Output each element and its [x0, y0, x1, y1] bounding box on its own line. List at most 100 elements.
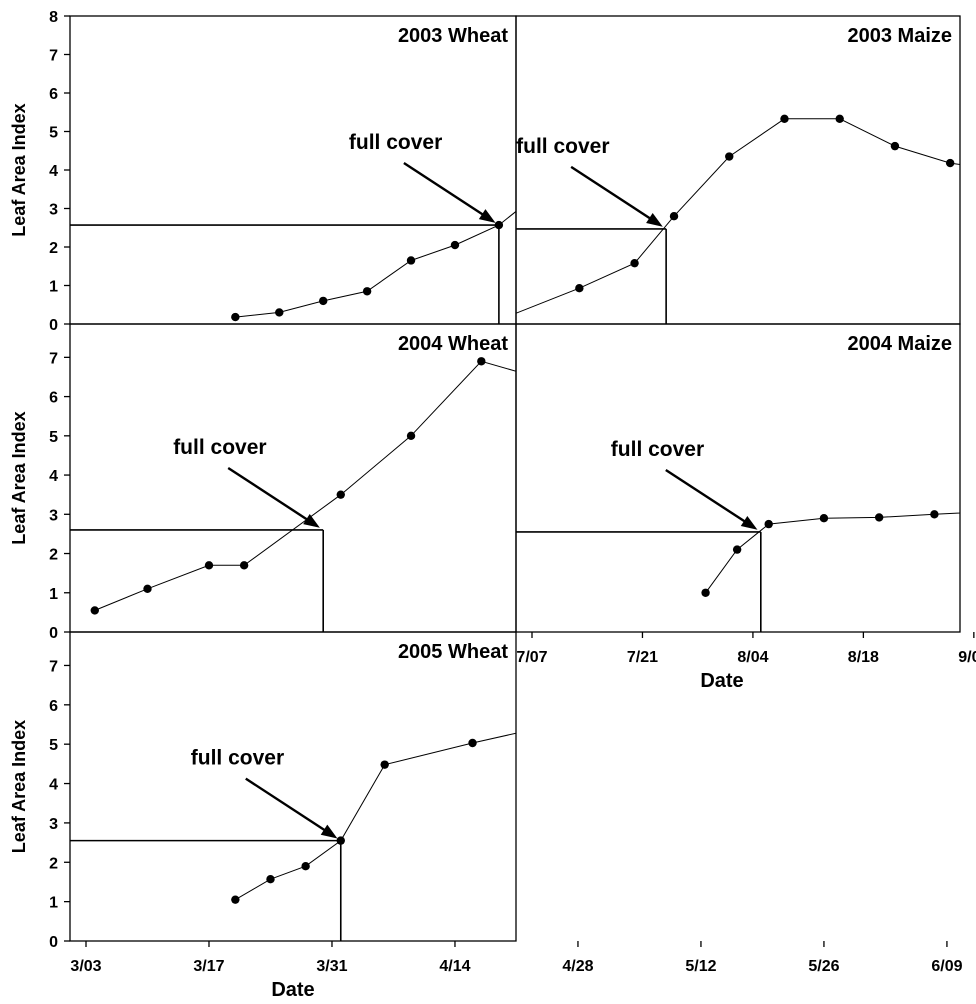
- x-tick-label: 3/17: [193, 958, 224, 975]
- y-tick-label: 5: [49, 429, 58, 446]
- x-tick-label: 9/01: [958, 649, 976, 666]
- data-point: [630, 258, 639, 268]
- data-point: [496, 315, 504, 323]
- data-point: [477, 357, 486, 366]
- panel-wheat2003: 2003 Wheat 0 1 2 3 4 5 6 7 8 Leaf Area Index full c…: [9, 9, 898, 334]
- x-axis-label: Date: [700, 670, 743, 692]
- data-point: [336, 490, 345, 499]
- data-point: [600, 412, 608, 420]
- panel-frame: [515, 323, 961, 633]
- y-tick-label: 5: [49, 737, 58, 754]
- y-tick-label: 0: [49, 625, 58, 642]
- full-cover-annotation: full cover: [349, 131, 442, 154]
- panel-frame: [69, 15, 517, 325]
- arrow-head: [646, 212, 663, 227]
- data-point: [701, 588, 710, 597]
- y-tick-label: 2: [49, 240, 58, 257]
- y-axis-label: Leaf Area Index: [9, 411, 29, 544]
- data-point: [890, 286, 898, 294]
- y-tick-label: 2: [49, 547, 58, 564]
- y-tick-label: 1: [49, 586, 58, 603]
- panel-title: 2003 Wheat: [398, 25, 508, 47]
- panel-frame: [69, 631, 517, 942]
- x-axis-label: Date: [271, 979, 314, 1001]
- y-tick-label: 0: [49, 934, 58, 951]
- data-point: [336, 836, 345, 845]
- series-line: [94, 360, 516, 611]
- y-tick-label: 1: [49, 895, 58, 912]
- data-point: [406, 431, 416, 441]
- panel-title: 2003 Maize: [847, 25, 952, 47]
- panel-maize2003: 2003 Maize full cover: [496, 15, 961, 325]
- data-point: [670, 180, 678, 188]
- y-tick-label: 3: [49, 816, 58, 833]
- data-point: [669, 212, 679, 221]
- panel-title: 2004 Maize: [847, 333, 952, 355]
- y-tick-label: 1: [49, 279, 58, 296]
- arrow-head: [320, 824, 338, 839]
- arrow-head: [478, 209, 496, 223]
- data-point: [662, 713, 670, 721]
- y-tick-label: 6: [49, 86, 58, 103]
- data-point: [362, 287, 372, 296]
- panel-wheat2004: 2004 Wheat 0 1 2 3 4 5 6 7 Leaf Area Index full co…: [9, 323, 916, 642]
- y-tick-label: 0: [49, 317, 58, 334]
- series-maize2004: [701, 510, 960, 597]
- data-point: [626, 170, 634, 178]
- data-point: [835, 114, 844, 123]
- full-cover-annotation: full cover: [173, 436, 266, 459]
- arrow-head: [740, 515, 758, 530]
- data-point: [450, 240, 460, 250]
- panel-title: 2005 Wheat: [398, 641, 508, 663]
- y-axis-label: Leaf Area Index: [9, 103, 29, 236]
- data-point: [874, 513, 884, 522]
- data-point: [539, 375, 547, 383]
- series-wheat2004: [90, 357, 916, 620]
- data-point: [758, 229, 766, 237]
- panel-frame: [69, 323, 517, 633]
- y-tick-label: 4: [49, 777, 58, 794]
- data-point: [819, 514, 829, 523]
- data-point: [266, 875, 275, 884]
- data-point: [494, 220, 504, 230]
- full-cover-annotation: full cover: [191, 747, 284, 770]
- x-tick-label: 3/31: [316, 958, 347, 975]
- data-point: [662, 426, 670, 434]
- data-point: [725, 152, 734, 161]
- y-axis-label: Leaf Area Index: [9, 720, 29, 853]
- series-line: [516, 118, 960, 314]
- y-tick-label: 6: [49, 390, 58, 407]
- data-point: [714, 212, 722, 220]
- data-point: [380, 760, 389, 769]
- data-point: [301, 862, 310, 871]
- y-tick-label: 3: [49, 202, 58, 219]
- data-point: [723, 479, 731, 487]
- y-tick-label: 4: [49, 468, 58, 485]
- y-tick-label: 7: [49, 48, 58, 65]
- data-point: [864, 843, 872, 851]
- data-point: [802, 237, 810, 245]
- x-tick-label: 7/07: [516, 649, 547, 666]
- x-tick-label: 5/26: [808, 958, 839, 975]
- full-cover-annotation: full cover: [611, 438, 704, 461]
- series-line: [235, 210, 516, 318]
- data-point: [793, 515, 801, 523]
- data-point: [908, 612, 916, 620]
- x-tick-label: 8/18: [848, 649, 879, 666]
- data-point: [318, 296, 328, 306]
- y-tick-label: 3: [49, 507, 58, 524]
- data-point: [846, 251, 854, 259]
- full-cover-arrow-line: [227, 466, 313, 524]
- x-tick-label: 6/09: [931, 958, 962, 975]
- data-point: [864, 549, 872, 557]
- data-point: [764, 519, 773, 529]
- data-point: [468, 738, 477, 748]
- full-cover-arrow-line: [570, 165, 656, 223]
- x-tick-label: 8/04: [737, 649, 768, 666]
- data-point: [930, 510, 939, 519]
- full-cover-arrow-line: [245, 777, 330, 834]
- panel-wheat2005: 2005 Wheat 0 1 2 3 4 5 6 7 Leaf Area Index 3/03 3/1…: [9, 631, 963, 1001]
- full-cover-arrow-line: [665, 468, 750, 526]
- x-tick-label: 5/12: [685, 958, 716, 975]
